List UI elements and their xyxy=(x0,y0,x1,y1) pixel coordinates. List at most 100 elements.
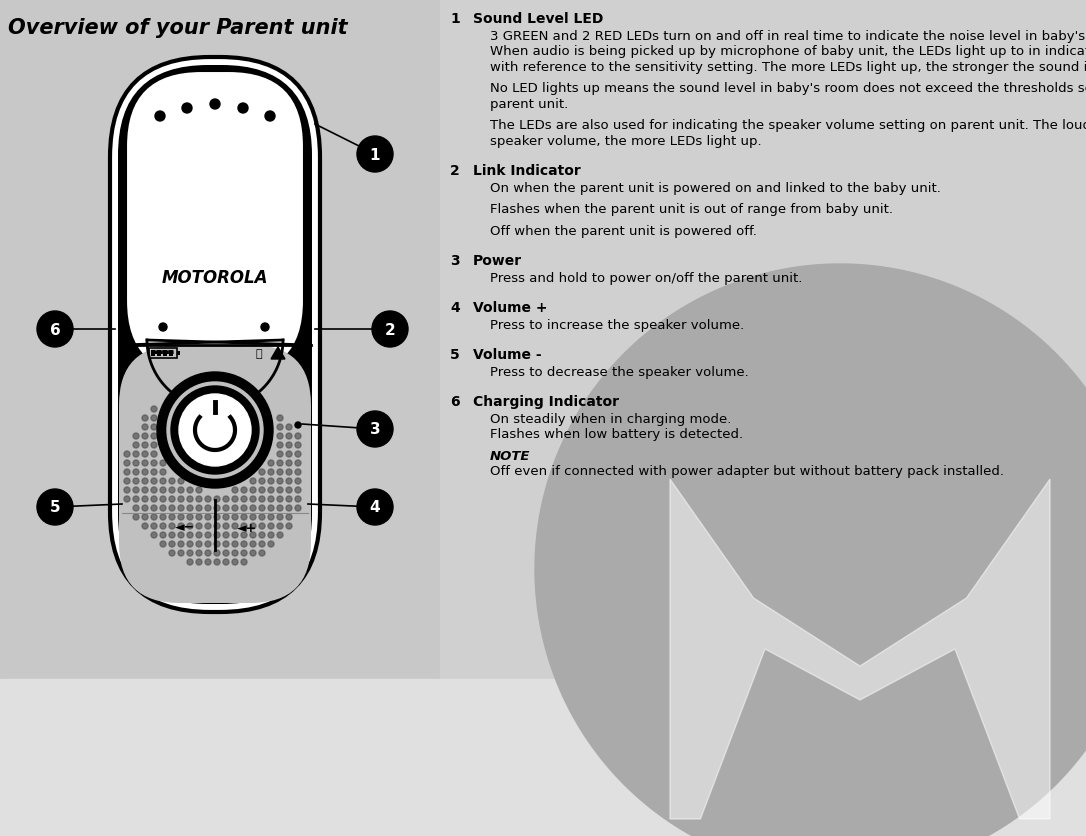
Circle shape xyxy=(223,542,229,548)
Circle shape xyxy=(187,533,193,538)
FancyBboxPatch shape xyxy=(126,72,304,376)
Circle shape xyxy=(268,461,274,466)
Circle shape xyxy=(151,470,157,476)
Circle shape xyxy=(151,461,157,466)
Circle shape xyxy=(241,506,247,512)
Text: 3: 3 xyxy=(369,422,380,437)
Circle shape xyxy=(151,533,157,538)
Circle shape xyxy=(132,487,139,493)
Circle shape xyxy=(241,497,247,502)
Circle shape xyxy=(277,523,283,529)
Circle shape xyxy=(195,533,202,538)
Circle shape xyxy=(142,497,148,502)
Circle shape xyxy=(241,514,247,520)
Text: 6: 6 xyxy=(450,395,459,409)
Text: 5: 5 xyxy=(450,348,459,361)
Circle shape xyxy=(178,506,184,512)
Circle shape xyxy=(151,478,157,484)
Circle shape xyxy=(142,425,148,431)
Circle shape xyxy=(151,506,157,512)
Circle shape xyxy=(232,523,238,529)
Polygon shape xyxy=(670,479,1050,819)
Circle shape xyxy=(232,497,238,502)
Bar xyxy=(0,679,1086,836)
Circle shape xyxy=(160,533,166,538)
Circle shape xyxy=(241,550,247,556)
Circle shape xyxy=(169,506,175,512)
Circle shape xyxy=(169,514,175,520)
Circle shape xyxy=(277,461,283,466)
Polygon shape xyxy=(535,265,1086,836)
Text: 1: 1 xyxy=(450,12,459,26)
Circle shape xyxy=(157,373,273,488)
Circle shape xyxy=(232,506,238,512)
Circle shape xyxy=(214,506,220,512)
Circle shape xyxy=(195,514,202,520)
Text: Press and hold to power on/off the parent unit.: Press and hold to power on/off the paren… xyxy=(490,271,803,284)
Circle shape xyxy=(258,523,265,529)
Circle shape xyxy=(265,112,275,122)
Text: NOTE: NOTE xyxy=(490,449,530,462)
Text: 5: 5 xyxy=(50,500,61,515)
Circle shape xyxy=(295,461,301,466)
Circle shape xyxy=(142,434,148,440)
Bar xyxy=(177,352,180,355)
Circle shape xyxy=(258,487,265,493)
Bar xyxy=(151,350,155,357)
Circle shape xyxy=(195,523,202,529)
Circle shape xyxy=(179,395,251,466)
Circle shape xyxy=(151,497,157,502)
Circle shape xyxy=(277,487,283,493)
Circle shape xyxy=(178,497,184,502)
Text: 2: 2 xyxy=(450,164,459,178)
Circle shape xyxy=(241,533,247,538)
FancyBboxPatch shape xyxy=(118,66,312,604)
Circle shape xyxy=(268,470,274,476)
Circle shape xyxy=(268,542,274,548)
Text: parent unit.: parent unit. xyxy=(490,97,568,110)
Circle shape xyxy=(142,461,148,466)
Circle shape xyxy=(205,542,211,548)
Polygon shape xyxy=(272,348,285,359)
Circle shape xyxy=(295,422,301,429)
Circle shape xyxy=(142,487,148,493)
Circle shape xyxy=(124,487,130,493)
Circle shape xyxy=(195,559,202,565)
Circle shape xyxy=(223,559,229,565)
Circle shape xyxy=(205,523,211,529)
Circle shape xyxy=(142,514,148,520)
Circle shape xyxy=(205,533,211,538)
Circle shape xyxy=(187,559,193,565)
Circle shape xyxy=(182,104,192,114)
Circle shape xyxy=(277,415,283,421)
Circle shape xyxy=(195,497,202,502)
Text: 3 GREEN and 2 RED LEDs turn on and off in real time to indicate the noise level : 3 GREEN and 2 RED LEDs turn on and off i… xyxy=(490,29,1086,43)
Circle shape xyxy=(277,478,283,484)
Text: ◄+: ◄+ xyxy=(237,521,257,534)
Circle shape xyxy=(258,514,265,520)
Circle shape xyxy=(250,478,256,484)
Circle shape xyxy=(178,514,184,520)
Circle shape xyxy=(160,523,166,529)
Circle shape xyxy=(178,533,184,538)
Circle shape xyxy=(277,506,283,512)
Circle shape xyxy=(132,434,139,440)
Circle shape xyxy=(277,442,283,448)
Text: The LEDs are also used for indicating the speaker volume setting on parent unit.: The LEDs are also used for indicating th… xyxy=(490,119,1086,132)
Bar xyxy=(0,0,440,679)
Circle shape xyxy=(223,506,229,512)
Circle shape xyxy=(277,451,283,457)
Circle shape xyxy=(232,514,238,520)
Circle shape xyxy=(232,487,238,493)
Circle shape xyxy=(132,506,139,512)
Circle shape xyxy=(142,478,148,484)
Circle shape xyxy=(124,470,130,476)
Circle shape xyxy=(124,497,130,502)
Circle shape xyxy=(250,542,256,548)
Circle shape xyxy=(205,514,211,520)
Text: 2: 2 xyxy=(384,322,395,337)
Circle shape xyxy=(357,489,393,525)
Circle shape xyxy=(142,470,148,476)
Circle shape xyxy=(268,487,274,493)
Text: On steadily when in charging mode.: On steadily when in charging mode. xyxy=(490,412,731,425)
